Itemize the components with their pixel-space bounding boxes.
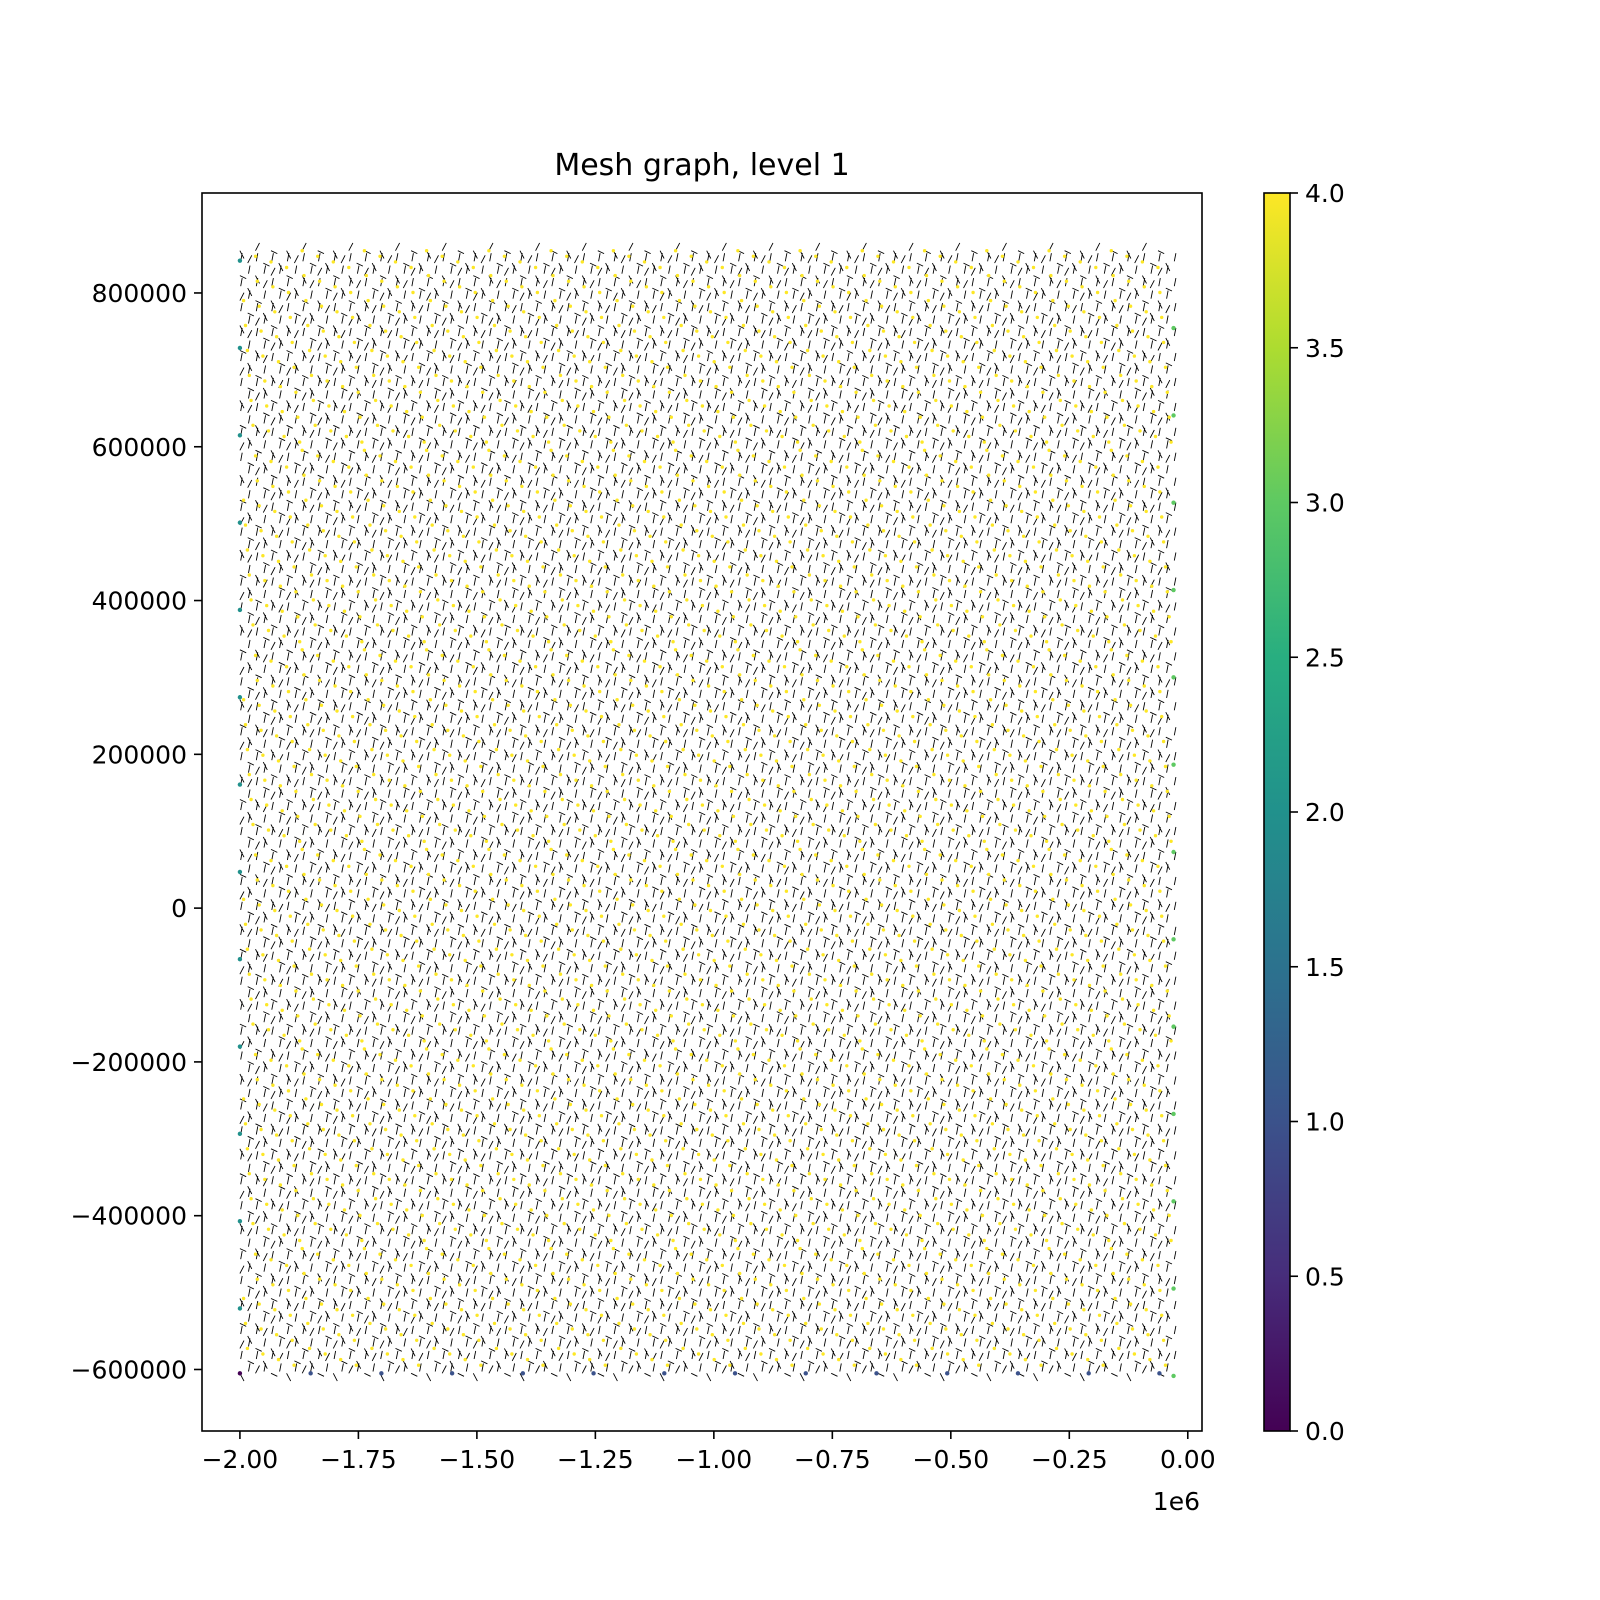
mesh-node-left-edge xyxy=(237,433,243,438)
colorbar-tick-label: 3.0 xyxy=(1305,489,1345,518)
y-axis: −600000 −400000 −200000 0 200000 400000 600000… xyxy=(71,279,202,1384)
mesh-node-left-edge xyxy=(237,1218,243,1224)
x-axis-offset-label: 1e6 xyxy=(1153,1487,1200,1516)
mesh-node-bottom-edge xyxy=(945,1371,950,1376)
mesh-node-left-edge xyxy=(237,782,243,787)
y-tick-label: 600000 xyxy=(92,433,187,462)
y-tick-label: 800000 xyxy=(92,279,187,308)
mesh-node-bottom-edge xyxy=(591,1371,596,1376)
x-tick-label: −1.25 xyxy=(557,1445,634,1474)
colorbar-tick-label: 1.0 xyxy=(1305,1108,1345,1137)
mesh-node-bottom-edge xyxy=(520,1371,526,1376)
mesh-node-bottom-edge xyxy=(803,1371,808,1376)
colorbar-tick-label: 0.5 xyxy=(1305,1262,1345,1291)
colorbar-tick-label: 3.5 xyxy=(1305,334,1345,363)
y-tick-label: 0 xyxy=(171,894,187,923)
mesh-node-right-edge xyxy=(1171,849,1176,855)
colorbar-tick-label: 4.0 xyxy=(1305,179,1345,208)
y-tick-label: 400000 xyxy=(92,587,187,616)
y-tick-label: −200000 xyxy=(71,1048,187,1077)
mesh-node-bottom-edge xyxy=(379,1371,384,1376)
mesh-node-bottom-edge xyxy=(308,1371,313,1376)
chart-title: Mesh graph, level 1 xyxy=(554,148,849,183)
mesh-node-left-edge xyxy=(237,1306,243,1311)
mesh-node-left-edge xyxy=(237,1131,243,1137)
colorbar-tick-label: 2.0 xyxy=(1305,798,1345,827)
mesh-node-right-edge xyxy=(1171,937,1176,942)
mesh-node-right-edge xyxy=(1171,1111,1176,1117)
mesh-node-right-edge xyxy=(1171,675,1176,680)
mesh-node-right-edge xyxy=(1171,325,1176,331)
x-axis: −2.00 −1.75 −1.50 −1.25 −1.00 −0.75 −0.50 −0.25… xyxy=(202,1431,1216,1474)
mesh-node-left-edge xyxy=(237,520,243,525)
mesh-node-right-edge xyxy=(1171,500,1176,505)
mesh-node-bottom-edge xyxy=(1086,1371,1091,1376)
x-tick-label: −0.50 xyxy=(913,1445,990,1474)
mesh-node-left-edge xyxy=(237,957,243,962)
mesh-graph xyxy=(237,242,1177,1382)
mesh-node-bottom-edge xyxy=(1157,1371,1162,1376)
mesh-node-right-edge xyxy=(1171,587,1176,593)
mesh-node-corner xyxy=(237,1371,243,1376)
y-tick-label: −600000 xyxy=(71,1355,187,1384)
mesh-node-left-edge xyxy=(237,607,243,613)
x-tick-label: −0.75 xyxy=(794,1445,871,1474)
mesh-node-right-edge xyxy=(1171,762,1176,767)
x-tick-label: 0.00 xyxy=(1160,1445,1216,1474)
mesh-node-left-edge xyxy=(237,1044,243,1049)
mesh-node-right-edge xyxy=(1171,1199,1176,1204)
mesh-node-bottom-edge xyxy=(449,1371,455,1376)
mesh-node-left-edge xyxy=(237,869,243,875)
x-tick-label: −1.75 xyxy=(320,1445,397,1474)
colorbar xyxy=(1263,192,1291,1432)
colorbar-tick-label: 0.0 xyxy=(1305,1417,1345,1446)
mesh-node-right-edge xyxy=(1171,413,1176,418)
mesh-edges xyxy=(239,242,1177,1382)
mesh-node-bottom-edge xyxy=(732,1371,738,1376)
x-tick-label: −0.25 xyxy=(1031,1445,1108,1474)
mesh-node-left-edge xyxy=(237,258,243,263)
x-tick-label: −1.50 xyxy=(439,1445,516,1474)
colorbar-tick-label: 2.5 xyxy=(1305,643,1345,672)
y-tick-label: 200000 xyxy=(92,740,187,769)
mesh-node-right-edge xyxy=(1171,1373,1176,1379)
mesh-node-left-edge xyxy=(237,695,243,700)
mesh-node-right-edge xyxy=(1171,1286,1176,1291)
y-tick-label: −400000 xyxy=(71,1202,187,1231)
x-tick-label: −1.00 xyxy=(676,1445,753,1474)
mesh-node-bottom-edge xyxy=(662,1371,667,1376)
mesh-node-left-edge xyxy=(237,345,243,351)
colorbar-axis: 0.0 0.5 1.0 1.5 2.0 2.5 3.0 3.5 4.0 xyxy=(1290,179,1345,1446)
plot-area-frame xyxy=(201,192,1203,1432)
x-tick-label: −2.00 xyxy=(202,1445,279,1474)
mesh-node-right-edge xyxy=(1171,1024,1176,1029)
mesh-node-bottom-edge xyxy=(1015,1371,1021,1376)
colorbar-tick-label: 1.5 xyxy=(1305,953,1345,982)
mesh-node-bottom-edge xyxy=(874,1371,879,1376)
